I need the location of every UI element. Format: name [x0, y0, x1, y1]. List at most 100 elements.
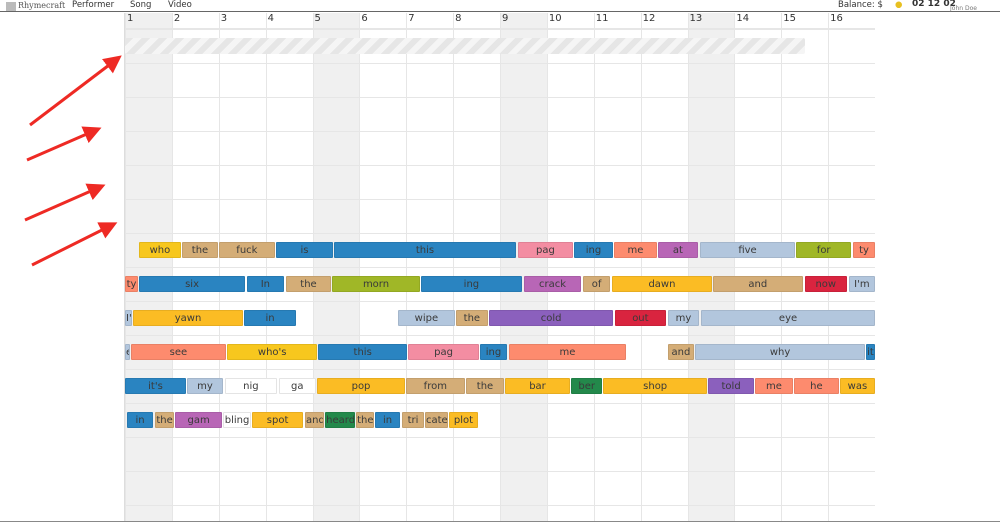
syllable-block[interactable]: it's [866, 344, 875, 360]
syllable-block[interactable]: I'r [125, 310, 133, 326]
syllable-block[interactable]: now [804, 276, 847, 292]
syllable-block[interactable]: this [318, 344, 408, 360]
syllable-block[interactable]: who's [227, 344, 318, 360]
syllable-block[interactable]: shop [603, 378, 708, 394]
syllable-block[interactable]: he [793, 378, 839, 394]
lightbulb-icon[interactable]: ● [895, 0, 903, 10]
syllable-block[interactable]: bar [505, 378, 570, 394]
syllable-block[interactable]: it's [125, 378, 186, 394]
row-divider [125, 369, 875, 370]
syllable-block[interactable]: for [796, 242, 852, 258]
syllable-block[interactable]: spot [252, 412, 304, 428]
clock-display: 02 12 02 [912, 0, 956, 9]
syllable-block[interactable]: the [182, 242, 218, 258]
syllable-block[interactable]: my [186, 378, 223, 394]
row-divider [125, 233, 875, 234]
user-name[interactable]: John Doe [950, 5, 977, 12]
beat-header [125, 13, 875, 29]
row-divider [125, 403, 875, 404]
syllable-block[interactable]: the [465, 378, 505, 394]
syllable-block[interactable]: ber [571, 378, 603, 394]
syllable-block[interactable]: ing [420, 276, 523, 292]
syllable-block[interactable]: the [155, 412, 175, 428]
beat-number: 9 [502, 13, 509, 24]
syllable-block[interactable]: wipe [397, 310, 455, 326]
syllable-block[interactable]: of [582, 276, 611, 292]
beat-number: 16 [830, 13, 843, 24]
syllable-block[interactable]: In [246, 276, 284, 292]
beat-number: 3 [220, 13, 228, 24]
syllable-block[interactable]: told [708, 378, 755, 394]
syllable-block[interactable]: pag [517, 242, 574, 258]
syllable-block[interactable]: and [667, 344, 695, 360]
row-divider [125, 471, 875, 472]
syllable-block[interactable]: at [657, 242, 698, 258]
syllable-block[interactable]: ty [125, 276, 139, 292]
syllable-block[interactable]: from [405, 378, 465, 394]
row-divider [125, 335, 875, 336]
syllable-block[interactable]: me [613, 242, 658, 258]
row-divider [125, 63, 875, 64]
timeline-grid[interactable]: 1 2 3 4 5 6 7 8 9 10 11 12 13 14 15 16 who the fuck is this… [125, 13, 875, 521]
top-menu-bar: Rhymecraft Performer Song Video Balance:… [0, 0, 1000, 12]
syllable-block[interactable]: in [244, 310, 297, 326]
syllable-block[interactable]: this [334, 242, 516, 258]
syllable-block[interactable]: was [839, 378, 875, 394]
bottom-border [0, 521, 1000, 522]
syllable-block[interactable]: e [125, 344, 131, 360]
beat-number: 8 [455, 13, 462, 24]
syllable-block[interactable]: see [131, 344, 226, 360]
beat-number: 1 [127, 13, 134, 24]
row-divider [125, 505, 875, 506]
syllable-block[interactable]: me [755, 378, 793, 394]
syllable-block[interactable]: morn [332, 276, 420, 292]
menu-song[interactable]: Song [130, 0, 152, 10]
row-divider [125, 437, 875, 438]
syllable-block[interactable]: ing [574, 242, 613, 258]
beat-number: 12 [642, 13, 656, 24]
syllable-block[interactable]: dawn [612, 276, 712, 292]
menu-video[interactable]: Video [168, 0, 192, 10]
syllable-block[interactable]: out [614, 310, 666, 326]
beat-number: 10 [548, 13, 562, 24]
syllable-block[interactable]: pag [408, 344, 479, 360]
syllable-block[interactable]: me [508, 344, 627, 360]
syllable-block[interactable]: ty [852, 242, 875, 258]
syllable-block[interactable]: the [356, 412, 375, 428]
syllable-block[interactable]: is [275, 242, 334, 258]
syllable-block[interactable]: bling [222, 412, 252, 428]
syllable-block[interactable]: eye [701, 310, 875, 326]
beat-number: 11 [595, 13, 609, 24]
syllable-block[interactable]: cate [425, 412, 448, 428]
syllable-block[interactable]: ga [278, 378, 316, 394]
syllable-block[interactable]: five [700, 242, 795, 258]
syllable-block[interactable]: nig [224, 378, 277, 394]
syllable-block[interactable]: cold [489, 310, 613, 326]
syllable-block[interactable]: fuck [218, 242, 275, 258]
syllable-block[interactable]: gam [175, 412, 223, 428]
syllable-block[interactable]: crack [523, 276, 582, 292]
syllable-block[interactable]: and [305, 412, 324, 428]
track-left-border [124, 13, 125, 521]
syllable-block[interactable]: in [126, 412, 154, 428]
syllable-block[interactable]: tri [402, 412, 425, 428]
syllable-block[interactable]: plot [448, 412, 478, 428]
syllable-block[interactable]: pop [317, 378, 405, 394]
menu-performer[interactable]: Performer [72, 0, 115, 10]
syllable-block[interactable]: my [667, 310, 700, 326]
annotation-arrows [24, 55, 122, 267]
syllable-block[interactable]: the [285, 276, 332, 292]
syllable-block[interactable]: the [455, 310, 488, 326]
app-logo[interactable]: Rhymecraft [6, 0, 65, 11]
syllable-block[interactable]: and [712, 276, 803, 292]
syllable-block[interactable]: yawn [132, 310, 244, 326]
syllable-block[interactable]: I'm [848, 276, 875, 292]
row-divider [125, 199, 875, 200]
syllable-block[interactable]: in [374, 412, 401, 428]
syllable-block[interactable]: six [139, 276, 245, 292]
syllable-block[interactable]: who [139, 242, 181, 258]
syllable-block[interactable]: heard [325, 412, 356, 428]
syllable-block[interactable]: why [695, 344, 866, 360]
red-arrow-icon [31, 222, 118, 267]
syllable-block[interactable]: ing [479, 344, 508, 360]
